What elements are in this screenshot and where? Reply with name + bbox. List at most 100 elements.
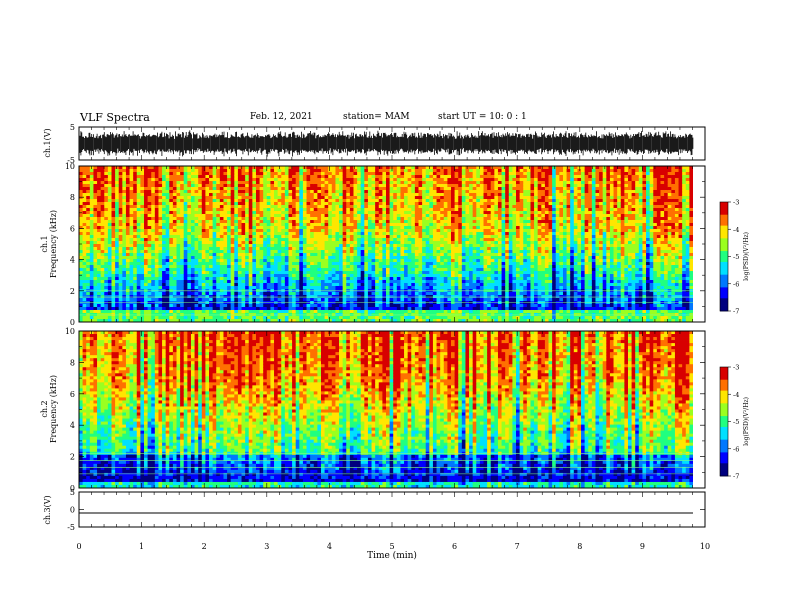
ch3-waveform-ylabel: ch.3(V) — [43, 495, 52, 524]
ch1-spectrogram-heatmap — [79, 166, 705, 323]
ch2-colorbar-segment — [720, 414, 728, 417]
ch2-colorbar-segment — [720, 428, 728, 431]
ch2-colorbar-segment — [720, 406, 728, 410]
ch2-colorbar-segment — [720, 425, 728, 428]
ch1-colorbar-segment — [720, 236, 728, 239]
ch1-colorbar-segment — [720, 205, 728, 208]
ch1-colorbar-segment — [720, 260, 728, 263]
ch1-colorbar-segment — [720, 203, 728, 207]
ch2-colorbar-segment — [720, 372, 728, 375]
ch2-spectrogram-ytick-label: 8 — [70, 358, 75, 367]
x-tick-label: 4 — [327, 542, 332, 551]
ch2-colorbar-tick-label: -6 — [733, 445, 739, 453]
x-tick-label: 8 — [577, 542, 582, 551]
ch2-colorbar-segment — [720, 472, 728, 475]
ch2-colorbar-segment — [720, 396, 728, 399]
ch2-colorbar-segment — [720, 403, 728, 406]
recording-date: Feb. 12, 2021 — [250, 112, 313, 122]
ch2-colorbar-segment — [720, 410, 728, 413]
ch2-colorbar-segment — [720, 466, 728, 470]
ch3-waveform-frame — [78, 491, 706, 528]
ch1-colorbar-segment — [720, 300, 728, 303]
ch1-colorbar-segment — [720, 214, 728, 217]
ch2-spectrogram-ytick-label: 4 — [70, 421, 75, 430]
ch1-colorbar-segment — [720, 247, 728, 250]
ch1-colorbar-segment — [720, 272, 728, 276]
ch2-colorbar-segment — [720, 388, 728, 392]
ch2-colorbar-segment — [720, 381, 728, 384]
ch2-colorbar-segment — [720, 432, 728, 435]
x-tick-label: 9 — [640, 542, 645, 551]
ch2-colorbar-segment — [720, 434, 728, 437]
x-tick-label: 1 — [139, 542, 144, 551]
ch1-colorbar-segment — [720, 309, 728, 312]
ch1-colorbar-tick-label: -7 — [733, 308, 739, 316]
ch2-colorbar-tick-label: -5 — [733, 418, 739, 426]
ch1-colorbar-segment — [720, 265, 728, 268]
ch1-colorbar-segment — [720, 245, 728, 248]
ch1-colorbar-segment — [720, 278, 728, 281]
ch1-colorbar-segment — [720, 220, 728, 223]
ch2-colorbar-segment — [720, 439, 728, 442]
ch1-colorbar-segment — [720, 216, 728, 219]
x-tick-label: 10 — [700, 542, 710, 551]
ch1-waveform-trace — [79, 130, 694, 157]
x-tick-label: 7 — [515, 542, 520, 551]
ch1-colorbar-segment — [720, 252, 728, 256]
ch2-colorbar-tick-label: -4 — [733, 391, 739, 399]
ch1-colorbar-segment — [720, 294, 728, 297]
ch2-colorbar-segment — [720, 468, 728, 471]
ch1-colorbar-segment — [720, 207, 728, 210]
ch1-colorbar-segment — [720, 232, 728, 236]
ch1-colorbar-segment — [720, 298, 728, 301]
ch1-colorbar-segment — [720, 227, 728, 230]
ch2-colorbar-segment — [720, 377, 728, 381]
ch1-colorbar-segment — [720, 223, 728, 227]
ch2-colorbar-segment — [720, 437, 728, 441]
ch2-colorbar-segment — [720, 408, 728, 411]
ch2-colorbar-segment — [720, 416, 728, 419]
ch1-spectrogram-ytick-label: 4 — [70, 256, 75, 265]
ch1-spectrogram-ytick-label: 6 — [70, 224, 75, 233]
ch3-waveform-ytick-label: 0 — [70, 506, 75, 515]
ch1-colorbar-segment — [720, 231, 728, 234]
ch2-colorbar-segment — [720, 470, 728, 473]
ch2-colorbar-segment — [720, 454, 728, 457]
ch1-colorbar-segment — [720, 209, 728, 212]
ch2-colorbar-segment — [720, 459, 728, 462]
ch2-colorbar-tick-label: -3 — [733, 364, 739, 372]
chart-title: VLF Spectra — [80, 111, 150, 124]
ch1-colorbar-segment — [720, 229, 728, 232]
ch1-colorbar-segment — [720, 305, 728, 308]
ch2-colorbar-segment — [720, 456, 728, 459]
ch2-colorbar-segment — [720, 405, 728, 408]
ch2-colorbar-segment — [720, 368, 728, 372]
ch2-colorbar-segment — [720, 463, 728, 466]
ch1-colorbar-segment — [720, 218, 728, 221]
ch1-spectrogram-ytick-label: 8 — [70, 193, 75, 202]
ch2-colorbar-segment — [720, 412, 728, 415]
ch1-colorbar-segment — [720, 256, 728, 259]
ch2-spectrogram-ytick-label: 2 — [70, 453, 75, 462]
ch2-colorbar-segment — [720, 430, 728, 433]
ch2-colorbar-segment — [720, 448, 728, 451]
x-tick-label: 5 — [389, 542, 394, 551]
ch2-colorbar-segment — [720, 370, 728, 373]
ch2-colorbar-segment — [720, 474, 728, 477]
ch2-colorbar-segment — [720, 374, 728, 377]
ch2-colorbar-segment — [720, 376, 728, 379]
ch1-colorbar-segment — [720, 240, 728, 243]
ch2-colorbar-segment — [720, 450, 728, 453]
ch2-colorbar-segment — [720, 399, 728, 402]
ch1-colorbar-segment — [720, 292, 728, 296]
ch2-spectrogram-ytick-label: 0 — [70, 484, 75, 493]
ch2-colorbar-segment — [720, 394, 728, 397]
ch1-waveform-ytick-label: 5 — [70, 123, 75, 132]
ch1-colorbar-segment — [720, 271, 728, 274]
ch1-spectrogram-ytick-label: 0 — [70, 318, 75, 327]
ch2-colorbar-segment — [720, 392, 728, 395]
ch2-colorbar-segment — [720, 367, 728, 370]
ch2-colorbar-segment — [720, 385, 728, 388]
ch2-colorbar-segment — [720, 443, 728, 446]
ch2-colorbar-segment — [720, 379, 728, 382]
